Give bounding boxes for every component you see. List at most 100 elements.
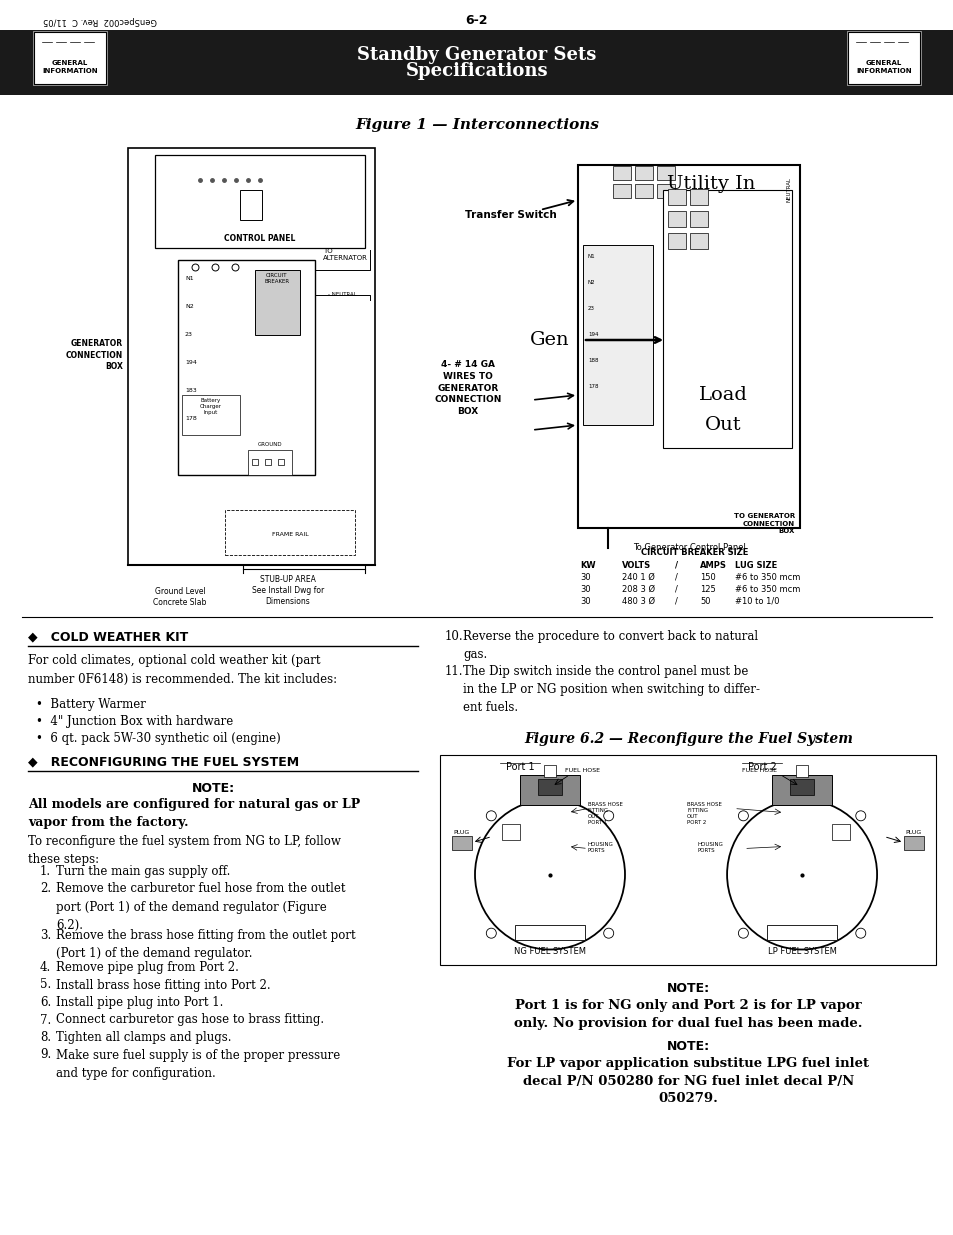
Bar bbox=[795, 764, 807, 777]
Bar bbox=[613, 165, 630, 180]
Text: Load: Load bbox=[698, 387, 746, 404]
Text: Make sure fuel supply is of the proper pressure
and type for configuration.: Make sure fuel supply is of the proper p… bbox=[56, 1049, 340, 1079]
Bar bbox=[635, 165, 652, 180]
Text: 9.: 9. bbox=[40, 1049, 51, 1062]
Bar bbox=[240, 190, 262, 220]
Text: 5.: 5. bbox=[40, 978, 51, 992]
Bar bbox=[578, 165, 800, 529]
Bar bbox=[667, 233, 685, 249]
Text: •  Battery Warmer: • Battery Warmer bbox=[36, 698, 146, 711]
Text: 4- # 14 GA
WIRES TO
GENERATOR
CONNECTION
BOX: 4- # 14 GA WIRES TO GENERATOR CONNECTION… bbox=[434, 359, 501, 416]
Text: /: / bbox=[675, 585, 678, 594]
Bar bbox=[248, 450, 292, 475]
Text: 23: 23 bbox=[185, 331, 193, 336]
Text: To reconfigure the fuel system from NG to LP, follow
these steps:: To reconfigure the fuel system from NG t… bbox=[28, 835, 340, 866]
Text: 183: 183 bbox=[185, 388, 196, 393]
Text: /: / bbox=[675, 597, 678, 606]
Bar bbox=[789, 778, 813, 794]
Text: Figure 6.2 — Reconfigure the Fuel System: Figure 6.2 — Reconfigure the Fuel System bbox=[523, 732, 852, 746]
Bar bbox=[515, 925, 584, 940]
Text: BRASS HOSE
FITTING
OUT
PORT 1: BRASS HOSE FITTING OUT PORT 1 bbox=[587, 803, 622, 825]
Bar bbox=[657, 184, 675, 198]
Text: Tighten all clamps and plugs.: Tighten all clamps and plugs. bbox=[56, 1031, 232, 1044]
Text: GENERAL
INFORMATION: GENERAL INFORMATION bbox=[855, 61, 911, 74]
Text: Remove pipe plug from Port 2.: Remove pipe plug from Port 2. bbox=[56, 961, 238, 974]
Text: 3.: 3. bbox=[40, 929, 51, 942]
Text: 11.: 11. bbox=[444, 664, 463, 678]
Bar bbox=[34, 32, 106, 84]
Text: 240 1 Ø: 240 1 Ø bbox=[621, 573, 654, 582]
Bar bbox=[225, 510, 355, 555]
Text: 4.: 4. bbox=[40, 961, 51, 974]
Text: BRASS HOSE
FITTING
OUT
PORT 2: BRASS HOSE FITTING OUT PORT 2 bbox=[686, 803, 721, 825]
Text: CIRCUIT
BREAKER: CIRCUIT BREAKER bbox=[264, 273, 290, 284]
Bar bbox=[635, 184, 652, 198]
Text: •  4" Junction Box with hardware: • 4" Junction Box with hardware bbox=[36, 715, 233, 727]
Bar bbox=[33, 31, 107, 85]
Text: Figure 1 — Interconnections: Figure 1 — Interconnections bbox=[355, 119, 598, 132]
Bar bbox=[613, 184, 630, 198]
Text: 150: 150 bbox=[700, 573, 715, 582]
Text: FUEL HOSE: FUEL HOSE bbox=[741, 768, 777, 773]
Text: All models are configured for natural gas or LP
vapor from the factory.: All models are configured for natural ga… bbox=[28, 798, 360, 829]
Text: /: / bbox=[675, 561, 678, 571]
Bar bbox=[182, 395, 240, 435]
Text: HOUSING
PORTS: HOUSING PORTS bbox=[697, 842, 722, 853]
Bar bbox=[689, 233, 707, 249]
Text: N2: N2 bbox=[185, 304, 193, 309]
Text: NG FUEL SYSTEM: NG FUEL SYSTEM bbox=[514, 947, 585, 956]
Text: Port 1: Port 1 bbox=[505, 762, 534, 773]
Text: Install brass hose fitting into Port 2.: Install brass hose fitting into Port 2. bbox=[56, 978, 271, 992]
Text: /: / bbox=[675, 573, 678, 582]
Text: ◆   RECONFIGURING THE FUEL SYSTEM: ◆ RECONFIGURING THE FUEL SYSTEM bbox=[28, 755, 299, 768]
Text: FRAME RAIL: FRAME RAIL bbox=[272, 532, 308, 537]
Text: GenSpec002  Rev. C  11/05: GenSpec002 Rev. C 11/05 bbox=[43, 16, 157, 25]
Text: KW: KW bbox=[579, 561, 595, 571]
Bar bbox=[847, 32, 919, 84]
Text: Install pipe plug into Port 1.: Install pipe plug into Port 1. bbox=[56, 995, 223, 1009]
Text: NOTE:: NOTE: bbox=[666, 983, 709, 995]
Text: AMPS: AMPS bbox=[700, 561, 726, 571]
Text: N2: N2 bbox=[587, 280, 595, 285]
Text: 194: 194 bbox=[185, 359, 196, 364]
Text: GROUND: GROUND bbox=[257, 442, 282, 447]
Text: 178: 178 bbox=[587, 384, 598, 389]
Text: The Dip switch inside the control panel must be
in the LP or NG position when sw: The Dip switch inside the control panel … bbox=[462, 664, 760, 714]
Text: Ground Level
Concrete Slab: Ground Level Concrete Slab bbox=[153, 587, 207, 608]
Text: 50: 50 bbox=[700, 597, 710, 606]
Bar bbox=[519, 774, 579, 804]
Text: Gen: Gen bbox=[530, 331, 569, 350]
Text: - NEUTRAL: - NEUTRAL bbox=[328, 293, 356, 298]
Text: 7.: 7. bbox=[40, 1014, 51, 1026]
Text: Turn the main gas supply off.: Turn the main gas supply off. bbox=[56, 864, 230, 878]
Text: STUB-UP AREA
See Install Dwg for
Dimensions: STUB-UP AREA See Install Dwg for Dimensi… bbox=[252, 576, 324, 606]
Text: To Generator Control Panel: To Generator Control Panel bbox=[632, 543, 744, 552]
Text: TO GENERATOR
CONNECTION
BOX: TO GENERATOR CONNECTION BOX bbox=[733, 513, 794, 534]
Text: GENERATOR
CONNECTION
BOX: GENERATOR CONNECTION BOX bbox=[66, 340, 123, 370]
Bar bbox=[667, 189, 685, 205]
Text: 178: 178 bbox=[185, 415, 196, 420]
Text: 188: 188 bbox=[587, 358, 598, 363]
Text: •  6 qt. pack 5W-30 synthetic oil (engine): • 6 qt. pack 5W-30 synthetic oil (engine… bbox=[36, 732, 280, 745]
Text: TO
ALTERNATOR: TO ALTERNATOR bbox=[323, 248, 368, 261]
Bar bbox=[771, 774, 831, 804]
Text: CONTROL PANEL: CONTROL PANEL bbox=[224, 233, 295, 243]
Text: Port 2: Port 2 bbox=[747, 762, 776, 773]
Text: 30: 30 bbox=[579, 597, 590, 606]
Bar bbox=[128, 148, 375, 564]
Text: Remove the brass hose fitting from the outlet port
(Port 1) of the demand regula: Remove the brass hose fitting from the o… bbox=[56, 929, 355, 960]
Bar bbox=[662, 190, 791, 448]
Text: 23: 23 bbox=[587, 306, 595, 311]
Text: 2.: 2. bbox=[40, 883, 51, 895]
Text: #6 to 350 mcm: #6 to 350 mcm bbox=[734, 585, 800, 594]
Text: Standby Generator Sets: Standby Generator Sets bbox=[357, 47, 596, 64]
Text: For cold climates, optional cold weather kit (part
number 0F6148) is recommended: For cold climates, optional cold weather… bbox=[28, 655, 336, 685]
Text: CIRCUIT BREAKER SIZE: CIRCUIT BREAKER SIZE bbox=[640, 548, 748, 557]
Bar bbox=[657, 165, 675, 180]
Text: Remove the carburetor fuel hose from the outlet
port (Port 1) of the demand regu: Remove the carburetor fuel hose from the… bbox=[56, 883, 345, 931]
Bar bbox=[846, 31, 920, 85]
Text: 194: 194 bbox=[587, 332, 598, 337]
Text: FUEL HOSE: FUEL HOSE bbox=[564, 768, 599, 773]
Text: 480 3 Ø: 480 3 Ø bbox=[621, 597, 655, 606]
Bar bbox=[439, 755, 935, 965]
